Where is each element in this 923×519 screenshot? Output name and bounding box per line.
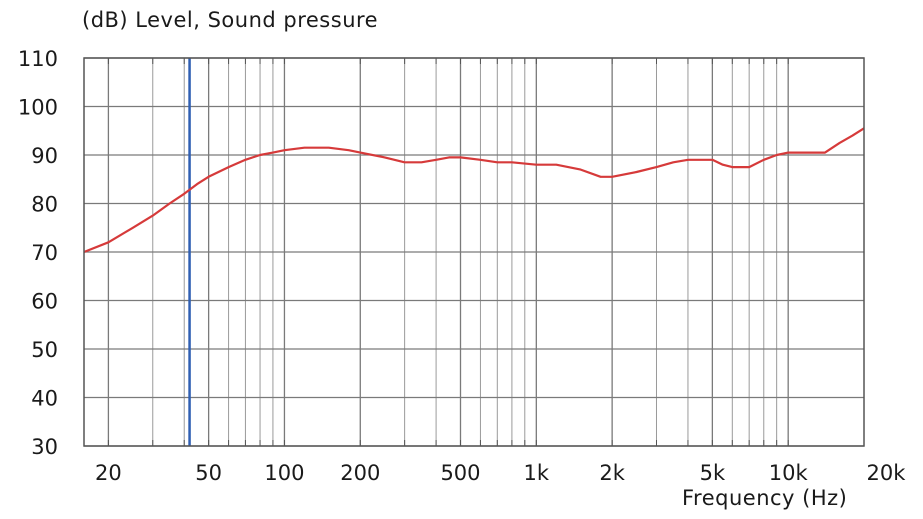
plot-frame xyxy=(83,57,865,447)
y-tick-label: 100 xyxy=(18,96,58,120)
x-tick-label: 20 xyxy=(95,461,122,485)
x-axis-label: Frequency (Hz) xyxy=(682,486,848,510)
response-curve xyxy=(83,127,865,254)
y-tick-label: 80 xyxy=(31,193,58,217)
x-tick-label: 200 xyxy=(340,461,380,485)
x-tick-label: 20k xyxy=(867,461,907,485)
x-tick-label: 50 xyxy=(195,461,222,485)
x-tick-label: 100 xyxy=(264,461,304,485)
y-tick-label: 110 xyxy=(18,47,58,71)
x-tick-label: 10k xyxy=(769,461,809,485)
x-tick-label: 1k xyxy=(524,461,550,485)
x-tick-label: 2k xyxy=(599,461,625,485)
y-tick-label: 40 xyxy=(31,387,58,411)
y-tick-label: 90 xyxy=(31,144,58,168)
tick-labels: 110 100 90 80 70 60 50 40 30 20 50 100 200 500 1k 2k 5k 1… xyxy=(18,47,906,485)
y-tick-label: 30 xyxy=(31,435,58,459)
y-tick-label: 60 xyxy=(31,290,58,314)
x-tick-label: 5k xyxy=(700,461,726,485)
chart-marks xyxy=(83,58,865,446)
grid xyxy=(84,57,864,447)
y-tick-label: 70 xyxy=(31,241,58,265)
x-tick-label: 500 xyxy=(440,461,480,485)
y-tick-label: 50 xyxy=(31,338,58,362)
y-axis-label: (dB) Level, Sound pressure xyxy=(82,8,379,32)
